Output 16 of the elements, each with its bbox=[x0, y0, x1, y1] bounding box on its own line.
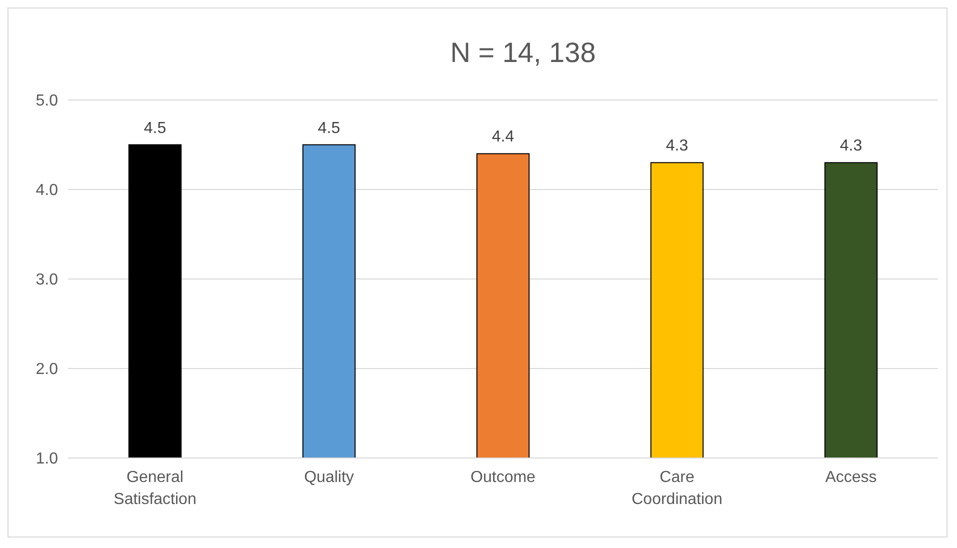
y-tick-label: 4.0 bbox=[36, 182, 58, 200]
y-tick-label: 1.0 bbox=[36, 450, 58, 468]
x-tick-label: Quality bbox=[304, 469, 354, 486]
x-tick-label: Outcome bbox=[470, 469, 536, 486]
x-tick-label: Care Coordination bbox=[632, 469, 722, 508]
data-label: 4.5 bbox=[318, 120, 340, 137]
x-tick-label: General Satisfaction bbox=[114, 469, 196, 508]
data-label: 4.3 bbox=[840, 138, 862, 155]
y-tick-label: 3.0 bbox=[36, 272, 58, 289]
y-tick-label: 2.0 bbox=[36, 361, 58, 378]
x-tick-label: Access bbox=[825, 469, 877, 486]
data-label: 4.4 bbox=[492, 128, 514, 146]
y-tick-label: 5.0 bbox=[36, 92, 58, 110]
data-label: 4.5 bbox=[144, 120, 166, 137]
data-label: 4.3 bbox=[666, 138, 688, 155]
chart-title: N = 14, 138 bbox=[450, 37, 596, 68]
